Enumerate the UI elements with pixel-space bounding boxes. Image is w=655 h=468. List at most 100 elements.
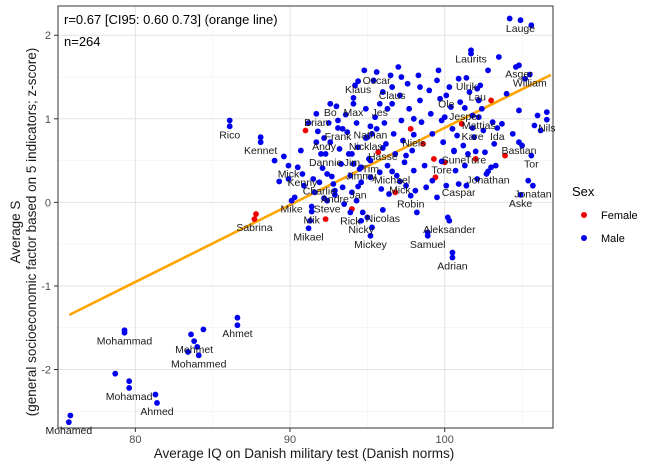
data-point <box>65 419 72 426</box>
tick-labels-layer: 80 90 100 -2 -1 0 1 2 <box>41 30 454 446</box>
point-label: Tor <box>524 159 539 171</box>
data-point <box>451 148 457 155</box>
data-point <box>499 120 505 127</box>
data-point <box>471 134 478 141</box>
data-point <box>112 370 119 377</box>
data-point <box>310 176 317 182</box>
plot-panel-border <box>57 5 554 429</box>
data-point <box>152 391 159 398</box>
data-point <box>333 103 340 110</box>
point-label: Mikael <box>293 231 323 243</box>
point-label: Nicolas <box>366 213 400 225</box>
data-point <box>369 224 375 231</box>
data-point <box>302 127 309 134</box>
data-point <box>338 161 344 167</box>
data-point <box>509 130 516 137</box>
data-point <box>362 135 369 141</box>
data-point <box>350 95 357 101</box>
data-point <box>392 189 399 196</box>
data-point <box>466 89 473 95</box>
data-point <box>318 151 324 157</box>
data-point <box>359 209 366 216</box>
data-point <box>426 87 433 94</box>
data-point <box>349 151 355 157</box>
data-point <box>454 132 460 139</box>
annotation-correlation: r=0.67 [CI95: 0.60 0.73] (orange line) <box>64 12 278 27</box>
data-point <box>461 162 468 169</box>
data-point <box>379 206 386 213</box>
legend: Sex Female Male <box>572 184 638 245</box>
data-point <box>200 326 207 333</box>
y-tick-label: -1 <box>41 281 51 293</box>
point-label: Michael <box>374 174 410 186</box>
data-point <box>485 168 491 175</box>
data-point <box>355 144 361 151</box>
data-point <box>528 22 535 29</box>
data-point <box>195 352 202 359</box>
data-point <box>418 119 425 126</box>
data-point <box>441 114 448 121</box>
data-point <box>468 47 474 54</box>
data-point <box>305 120 312 126</box>
data-point <box>461 105 468 111</box>
data-point <box>455 75 462 82</box>
y-tick-label: 1 <box>45 114 51 126</box>
point-label: Caspar <box>442 187 476 199</box>
data-point <box>376 169 383 176</box>
point-label: Rick <box>340 215 361 227</box>
point-label: Jonathan <box>466 174 509 186</box>
data-point <box>474 176 481 182</box>
point-label: Charlie <box>303 185 336 197</box>
point-label: Kennet <box>244 145 277 157</box>
data-point <box>358 164 365 171</box>
data-point <box>534 112 541 119</box>
data-point <box>339 125 346 132</box>
data-point <box>257 139 264 146</box>
data-point <box>410 167 417 174</box>
data-point <box>234 314 241 321</box>
data-point <box>253 211 259 217</box>
data-point <box>485 67 491 74</box>
point-label: Steve <box>314 204 341 216</box>
data-point <box>379 145 386 151</box>
data-point <box>347 172 354 179</box>
x-tick-label: 100 <box>436 434 454 446</box>
point-label: Mike <box>280 204 302 216</box>
data-point <box>297 147 304 154</box>
data-point <box>396 178 403 185</box>
point-label: Mickey <box>354 239 387 251</box>
data-point <box>423 184 430 191</box>
point-label: Mehmet <box>175 344 213 356</box>
data-point <box>381 120 388 126</box>
data-point <box>226 117 233 124</box>
data-point <box>398 74 405 80</box>
data-point <box>400 137 406 144</box>
y-tick-label: 0 <box>45 197 51 209</box>
data-point <box>429 177 436 184</box>
data-point <box>308 208 315 215</box>
data-point <box>364 214 371 221</box>
points-layer <box>65 15 550 426</box>
point-label: Lauge <box>506 23 535 35</box>
data-point <box>389 100 396 107</box>
point-label: Ida <box>490 131 505 143</box>
data-point <box>126 384 133 391</box>
data-point <box>330 181 337 187</box>
data-point <box>350 161 357 167</box>
data-point <box>475 97 482 104</box>
data-point <box>424 232 431 239</box>
data-point <box>430 156 437 162</box>
data-point <box>288 197 295 204</box>
data-point <box>358 217 365 224</box>
data-point <box>495 54 502 60</box>
data-point <box>386 191 392 197</box>
point-label: Kenny <box>288 177 319 189</box>
data-point <box>449 125 456 132</box>
data-point <box>350 100 357 107</box>
data-point <box>531 122 538 129</box>
data-point <box>331 191 338 198</box>
data-point <box>369 130 375 137</box>
point-label: Jes <box>372 107 388 119</box>
data-point <box>342 111 349 118</box>
